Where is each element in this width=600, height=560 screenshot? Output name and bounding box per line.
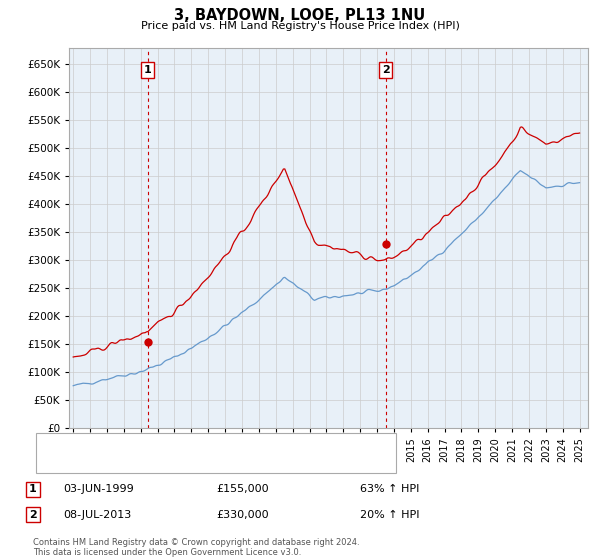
Text: Contains HM Land Registry data © Crown copyright and database right 2024.
This d: Contains HM Land Registry data © Crown c… [33,538,359,557]
Text: HPI: Average price, detached house, Cornwall: HPI: Average price, detached house, Corn… [83,457,321,467]
Text: 2: 2 [382,65,389,74]
Text: 1: 1 [29,484,37,494]
Text: 1: 1 [144,65,152,74]
FancyBboxPatch shape [36,433,396,473]
Text: 03-JUN-1999: 03-JUN-1999 [63,484,134,494]
Text: £155,000: £155,000 [216,484,269,494]
Text: 2: 2 [29,510,37,520]
Text: 08-JUL-2013: 08-JUL-2013 [63,510,131,520]
Text: 3, BAYDOWN, LOOE, PL13 1NU: 3, BAYDOWN, LOOE, PL13 1NU [175,8,425,24]
Text: 20% ↑ HPI: 20% ↑ HPI [360,510,419,520]
Text: 3, BAYDOWN, LOOE, PL13 1NU (detached house): 3, BAYDOWN, LOOE, PL13 1NU (detached hou… [83,439,337,449]
Text: £330,000: £330,000 [216,510,269,520]
Text: Price paid vs. HM Land Registry's House Price Index (HPI): Price paid vs. HM Land Registry's House … [140,21,460,31]
Text: 63% ↑ HPI: 63% ↑ HPI [360,484,419,494]
